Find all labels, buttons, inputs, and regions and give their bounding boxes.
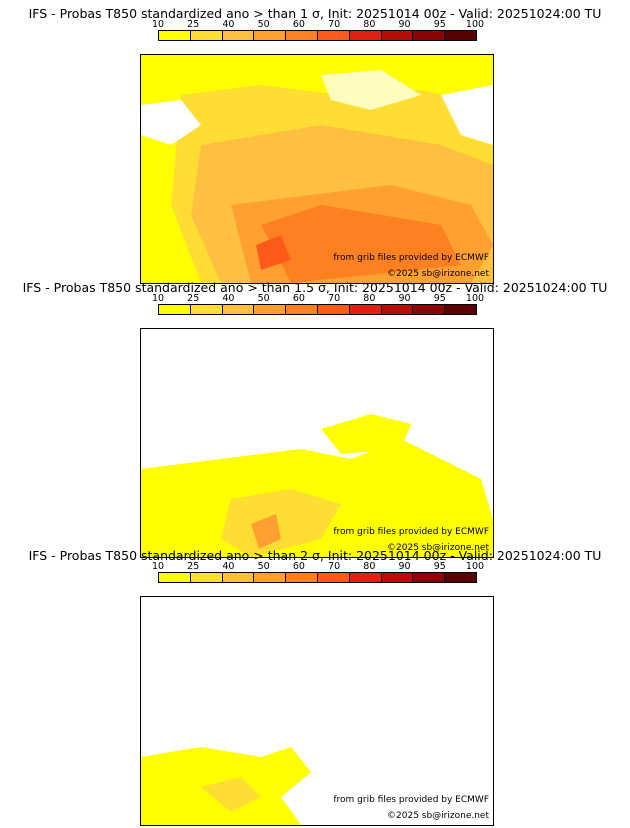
colorbar-segment: [222, 31, 255, 40]
colorbar-tick-label: 60: [292, 561, 305, 572]
colorbar: [158, 30, 477, 41]
probability-map: from grib files provided by ECMWF ©2025 …: [140, 328, 494, 558]
colorbar-tick-label: 60: [292, 19, 305, 30]
probability-map: from grib files provided by ECMWF ©2025 …: [140, 54, 494, 284]
colorbar-tick-label: 10: [151, 561, 165, 572]
probability-map: from grib files provided by ECMWF ©2025 …: [140, 596, 494, 826]
colorbar-tick-label: 70: [328, 19, 341, 30]
colorbar-segment: [222, 305, 255, 314]
colorbar-tick-label: 95: [433, 293, 446, 304]
colorbar-tick-label: 90: [398, 561, 411, 572]
colorbar-segment: [349, 573, 382, 582]
colorbar-segment: [222, 573, 255, 582]
colorbar-tick-label: 100: [465, 19, 485, 30]
panel-title: IFS - Probas T850 standardized ano > tha…: [22, 280, 608, 295]
colorbar-tick-label: 90: [398, 19, 411, 30]
panel-title: IFS - Probas T850 standardized ano > tha…: [28, 6, 602, 21]
colorbar-tick-label: 10: [151, 293, 165, 304]
colorbar-segment: [413, 31, 446, 40]
colorbar-segment: [254, 31, 287, 40]
colorbar-tick-label: 80: [363, 561, 376, 572]
colorbar-segment: [190, 305, 223, 314]
credit-copyright: ©2025 sb@irizone.net: [387, 269, 489, 279]
colorbar-segment: [349, 31, 382, 40]
colorbar-segment: [159, 305, 191, 314]
colorbar-segment: [317, 31, 350, 40]
colorbar-segment: [190, 573, 223, 582]
map-svg: [141, 329, 493, 557]
colorbar-tick-label: 50: [257, 561, 270, 572]
colorbar-segment: [286, 31, 318, 40]
colorbar-segment: [413, 573, 446, 582]
colorbar-tick-label: 40: [222, 293, 235, 304]
colorbar-tick-label: 80: [363, 19, 376, 30]
colorbar-tick-label: 95: [433, 19, 446, 30]
colorbar-segment: [445, 31, 476, 40]
colorbar-tick-label: 80: [363, 293, 376, 304]
colorbar-segment: [159, 573, 191, 582]
colorbar-tick-label: 25: [187, 561, 200, 572]
colorbar-segment: [286, 305, 318, 314]
colorbar-tick-label: 25: [187, 293, 200, 304]
colorbar-segment: [349, 305, 382, 314]
colorbar-segment: [445, 573, 476, 582]
credit-source: from grib files provided by ECMWF: [333, 253, 489, 263]
colorbar-tick-label: 95: [433, 561, 446, 572]
colorbar-segment: [413, 305, 446, 314]
credit-source: from grib files provided by ECMWF: [333, 795, 489, 805]
colorbar-tick-label: 100: [465, 293, 485, 304]
colorbar-tick-label: 90: [398, 293, 411, 304]
colorbar-segment: [317, 305, 350, 314]
colorbar-tick-label: 50: [257, 293, 270, 304]
colorbar-tick-label: 60: [292, 293, 305, 304]
colorbar-tick-label: 50: [257, 19, 270, 30]
colorbar-segment: [254, 305, 287, 314]
colorbar-segment: [286, 573, 318, 582]
colorbar-labels: 10 25 40 50 60 70 80 90 95 100: [152, 561, 484, 572]
colorbar: [158, 572, 477, 583]
colorbar-segment: [317, 573, 350, 582]
panel-1: IFS - Probas T850 standardized ano > tha…: [0, 6, 630, 284]
credit-source: from grib files provided by ECMWF: [333, 527, 489, 537]
colorbar-tick-label: 70: [328, 561, 341, 572]
colorbar-tick-label: 70: [328, 293, 341, 304]
credit-copyright: ©2025 sb@irizone.net: [387, 811, 489, 821]
colorbar-tick-label: 40: [222, 561, 235, 572]
colorbar-segment: [445, 305, 476, 314]
colorbar-segment: [381, 305, 414, 314]
panel-3: IFS - Probas T850 standardized ano > tha…: [0, 548, 630, 826]
panel-2: IFS - Probas T850 standardized ano > tha…: [0, 280, 630, 558]
map-svg: [141, 55, 493, 283]
colorbar-tick-label: 100: [465, 561, 485, 572]
colorbar-segment: [381, 573, 414, 582]
colorbar-tick-label: 10: [151, 19, 165, 30]
panel-title: IFS - Probas T850 standardized ano > tha…: [28, 548, 602, 563]
colorbar-labels: 10 25 40 50 60 70 80 90 95 100: [152, 19, 484, 30]
colorbar-tick-label: 25: [187, 19, 200, 30]
colorbar-segment: [190, 31, 223, 40]
colorbar-labels: 10 25 40 50 60 70 80 90 95 100: [152, 293, 484, 304]
map-svg: [141, 597, 493, 825]
colorbar-segment: [381, 31, 414, 40]
colorbar: [158, 304, 477, 315]
credit-copyright: ©2025 sb@irizone.net: [387, 543, 489, 553]
colorbar-segment: [159, 31, 191, 40]
colorbar-tick-label: 40: [222, 19, 235, 30]
colorbar-segment: [254, 573, 287, 582]
